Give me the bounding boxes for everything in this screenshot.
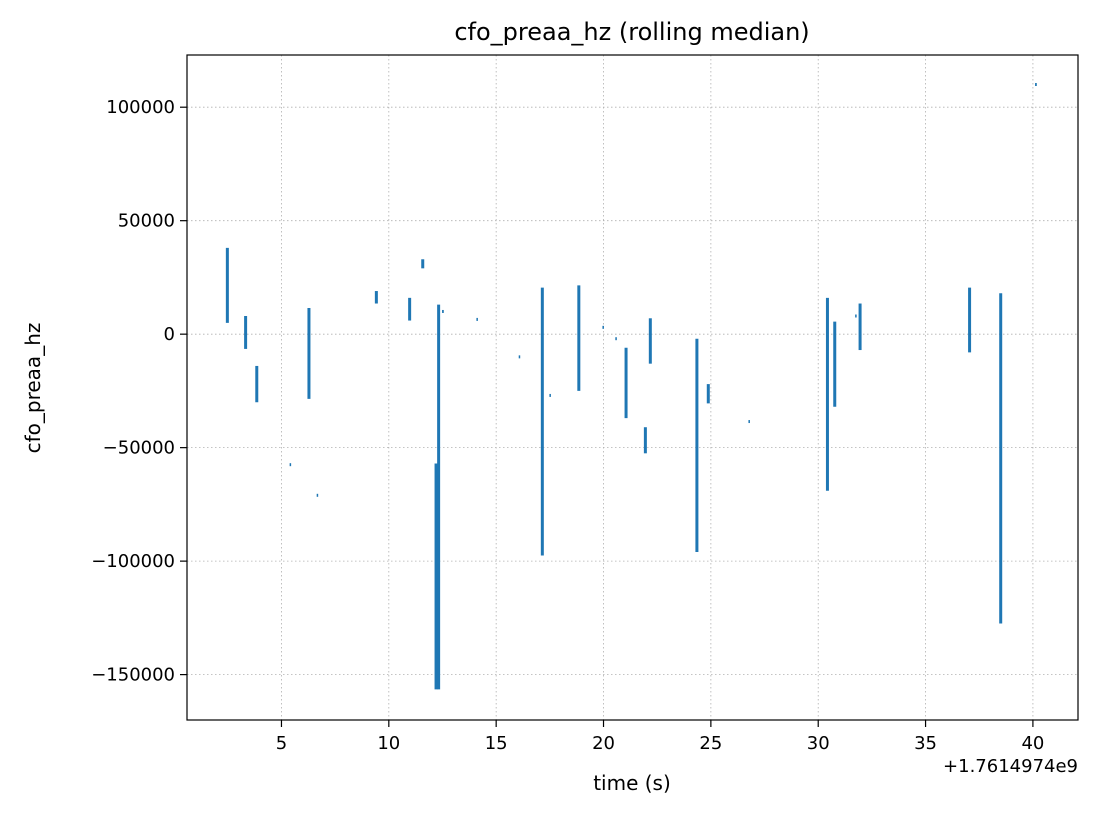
x-tick-label: 15 <box>485 733 508 754</box>
chart-title: cfo_preaa_hz (rolling median) <box>454 18 809 46</box>
plot-frame <box>186 54 1079 721</box>
x-offset-label: +1.7614974e9 <box>943 756 1078 777</box>
x-tick-label: 30 <box>807 733 830 754</box>
x-tick-label: 10 <box>377 733 400 754</box>
y-tick-label: 0 <box>164 324 175 345</box>
x-tick-label: 35 <box>914 733 937 754</box>
data-layer <box>225 83 1037 690</box>
x-tick-label: 5 <box>276 733 287 754</box>
tick-layer: 5 10 15 20 25 30 35 40 100000 50000 0 −50000 −100000… <box>91 97 1044 754</box>
y-tick-label: 50000 <box>118 211 175 232</box>
y-tick-label: −100000 <box>91 551 175 572</box>
y-tick-label: −150000 <box>91 665 175 686</box>
grid-layer <box>187 55 1078 720</box>
y-axis-label: cfo_preaa_hz <box>21 323 45 454</box>
y-tick-label: 100000 <box>106 97 175 118</box>
x-tick-label: 25 <box>699 733 722 754</box>
x-axis-label: time (s) <box>593 771 671 795</box>
y-tick-label: −50000 <box>103 438 175 459</box>
x-tick-label: 20 <box>592 733 615 754</box>
x-tick-label: 40 <box>1021 733 1044 754</box>
